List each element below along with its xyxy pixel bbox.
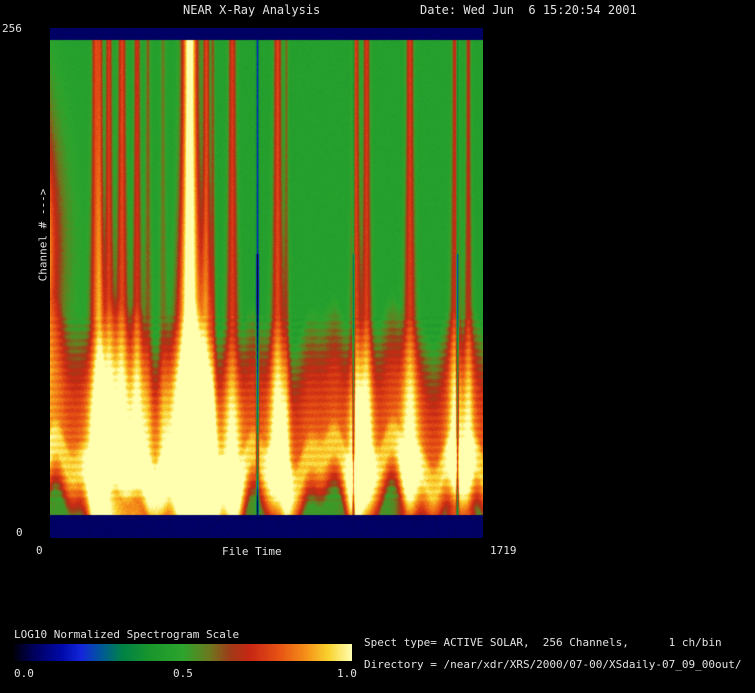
plot-title: NEAR X-Ray Analysis — [183, 3, 321, 17]
colorbar-gradient — [14, 644, 352, 661]
spectrogram-canvas — [50, 28, 483, 538]
spect-type-info: Spect type= ACTIVE SOLAR, 256 Channels, … — [364, 636, 722, 649]
colorbar-tick-mid: 0.5 — [173, 667, 193, 680]
colorbar-tick-max: 1.0 — [337, 667, 357, 680]
colorbar-tick-min: 0.0 — [14, 667, 34, 680]
y-axis-min-label: 0 — [16, 526, 23, 539]
plot-date: Date: Wed Jun 6 15:20:54 2001 — [420, 3, 637, 17]
x-axis-max-label: 1719 — [490, 544, 517, 557]
x-axis-min-label: 0 — [36, 544, 43, 557]
y-axis-title: Channel # ---> — [36, 188, 50, 282]
y-axis-max-label: 256 — [2, 22, 22, 35]
colorbar-label: LOG10 Normalized Spectrogram Scale — [14, 628, 240, 641]
directory-info: Directory = /near/xdr/XRS/2000/07-00/XSd… — [364, 658, 742, 671]
x-axis-title: File Time — [222, 545, 282, 558]
